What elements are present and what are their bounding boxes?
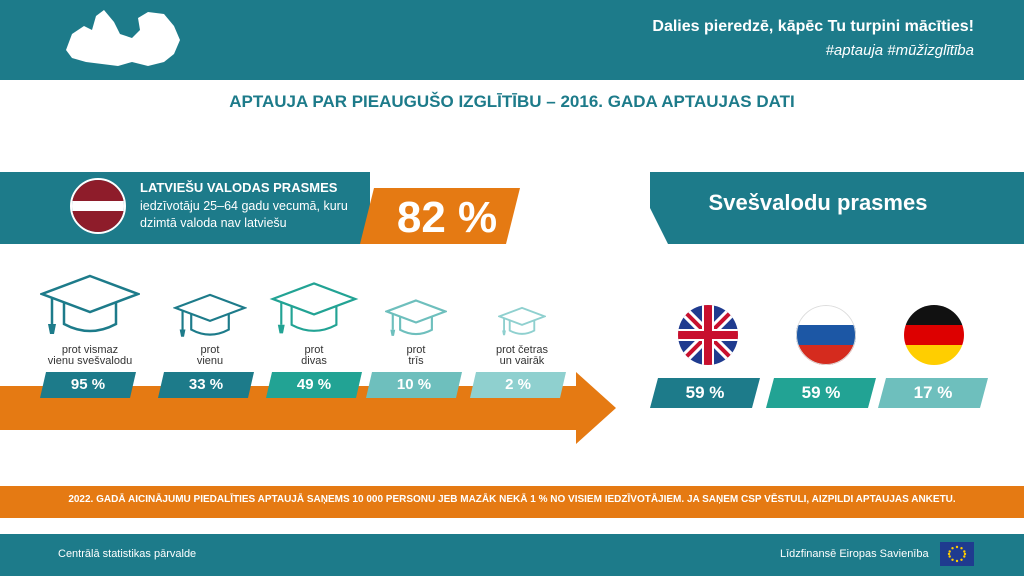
language-stat: 59 % [650, 378, 760, 408]
level-stat: 95 % [40, 372, 136, 398]
language-stat: 17 % [878, 378, 988, 408]
latvia-map-icon [66, 10, 180, 66]
latvia-flag-icon [70, 178, 126, 234]
hashtags: #aptauja #mūžizglītība [825, 42, 974, 59]
level-stat-value: 95 % [70, 376, 106, 393]
eu-flag-icon [940, 542, 974, 566]
level-item [384, 298, 448, 342]
graduation-cap-icon [40, 274, 140, 334]
level-label: prot vismaz vienu svešvalodu [47, 344, 133, 367]
page-title: APTAUJA PAR PIEAUGUŠO IZGLĪTĪBU – 2016. … [229, 92, 795, 111]
graduation-cap-icon [498, 306, 546, 336]
language-stat-value: 17 % [913, 383, 953, 402]
russia-flag-icon [796, 305, 856, 365]
latvian-value-badge [360, 188, 520, 244]
level-item [170, 292, 250, 344]
tagline: Dalies pieredzē, kāpēc Tu turpini mācīti… [652, 18, 974, 35]
level-label: prot divas [301, 344, 327, 367]
footer-bar [0, 534, 1024, 576]
level-stat: 2 % [470, 372, 566, 398]
footer-cofinance: Līdzfinansē Eiropas Savienība [780, 548, 929, 560]
foreign-skills-panel [650, 172, 1024, 244]
footer-organization: Centrālā statistikas pārvalde [58, 548, 197, 560]
notice-bar [0, 486, 1024, 518]
level-stat: 33 % [158, 372, 254, 398]
latvian-skills-description: iedzīvotāju 25–64 gadu vecumā, kuru dzim… [140, 199, 348, 230]
graduation-cap-icon [269, 282, 359, 334]
level-stat-value: 2 % [505, 376, 531, 393]
level-stat-value: 49 % [296, 376, 332, 393]
latvian-skills-heading: LATVIEŠU VALODAS PRASMES [140, 180, 338, 195]
level-label: prot vienu [196, 344, 224, 367]
latvian-skills-panel [0, 172, 370, 244]
level-stat-value: 33 % [188, 376, 224, 393]
language-stat-value: 59 % [685, 383, 725, 402]
graduation-cap-icon [385, 299, 447, 336]
uk-flag-icon [678, 305, 738, 365]
level-stat: 49 % [266, 372, 362, 398]
notice-text: 2022. GADĀ AICINĀJUMU PIEDALĪTIES APTAUJ… [68, 494, 956, 505]
language-stat-value: 59 % [801, 383, 841, 402]
level-item [266, 280, 362, 342]
level-item [36, 272, 144, 344]
level-stat: 10 % [366, 372, 462, 398]
foreign-skills-heading: Svešvalodu prasmes [708, 190, 928, 215]
graduation-cap-icon [173, 293, 247, 337]
progress-arrow [0, 372, 616, 444]
latvian-value: 82 % [396, 193, 498, 242]
level-item [496, 306, 548, 340]
germany-flag-icon [904, 305, 964, 365]
language-stat: 59 % [766, 378, 876, 408]
level-label: prot trīs [406, 344, 426, 367]
level-stat-value: 10 % [396, 376, 432, 393]
level-label: prot četras un vairāk [496, 344, 548, 367]
